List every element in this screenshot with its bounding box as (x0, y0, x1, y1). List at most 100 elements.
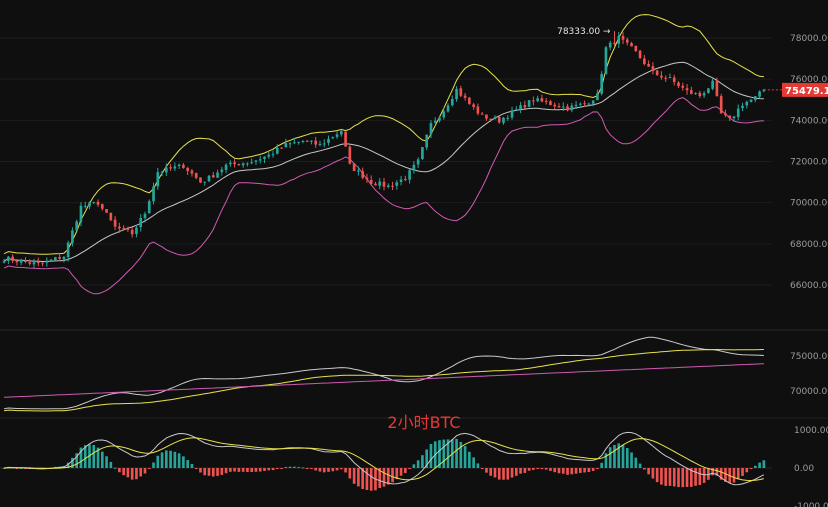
candle-body (374, 183, 377, 186)
macd-histogram-bar (570, 468, 574, 475)
candle-body (229, 162, 232, 165)
last-price-label: 75479.12 (785, 86, 828, 97)
macd-histogram-bar (96, 447, 100, 468)
candle-body (352, 163, 356, 171)
macd-histogram-bar (71, 457, 74, 468)
ma-fast-line (4, 336, 764, 410)
macd-histogram-bar (267, 468, 271, 471)
candle-body (75, 221, 79, 231)
candle-body (758, 91, 761, 97)
macd-dif-line (4, 431, 765, 486)
candle-body (463, 95, 467, 98)
candle-body (237, 164, 241, 166)
candle-body (745, 101, 749, 106)
macd-histogram-bar (182, 456, 185, 468)
candle-body (570, 105, 574, 111)
candle-body (49, 259, 53, 262)
macd-histogram-bar (318, 468, 322, 472)
candle-body (258, 159, 262, 161)
macd-histogram-bar (126, 468, 130, 478)
macd-histogram-bar (446, 439, 450, 468)
candle-body (715, 80, 719, 97)
ma-slow-line (4, 363, 764, 398)
macd-histogram-bar (442, 439, 446, 468)
price-tick-label: 72000.00 (790, 158, 828, 168)
macd-histogram-bar (604, 453, 608, 468)
macd-histogram-bar (681, 468, 685, 488)
macd-histogram-bar (24, 468, 27, 469)
macd-histogram-bar (186, 460, 189, 468)
macd-histogram-bar (357, 468, 360, 487)
candle-body (41, 262, 44, 264)
macd-histogram-bar (702, 468, 706, 483)
candle-body (664, 77, 668, 79)
candle-body (122, 228, 125, 230)
candle-body (241, 163, 245, 166)
macd-histogram-bar (596, 468, 599, 469)
candle-body (583, 103, 586, 105)
candle-body (480, 113, 484, 115)
price-tick-label: 68000.00 (790, 240, 828, 250)
macd-histogram-bar (438, 440, 441, 468)
macd-histogram-bar (497, 468, 501, 480)
candle-body (62, 256, 66, 260)
macd-histogram-bar (404, 468, 407, 474)
macd-histogram-bar (344, 468, 347, 473)
candle-body (736, 108, 740, 118)
candle-body (549, 101, 552, 106)
candle-body (677, 82, 680, 87)
candle-body (45, 260, 49, 263)
candle-body (638, 50, 642, 58)
macd-histogram-bar (549, 468, 552, 471)
macd-panel (0, 431, 772, 491)
macd-histogram-bar (493, 468, 497, 478)
price-tick-label: 70000.00 (790, 199, 828, 209)
macd-dea-line (4, 437, 765, 482)
macd-histogram-bar (386, 468, 390, 485)
candle-body (79, 205, 83, 222)
candle-body (506, 117, 510, 119)
candle-body (681, 85, 685, 88)
candle-body (220, 169, 224, 173)
candle-body (621, 35, 625, 40)
macd-histogram-bar (83, 445, 87, 468)
candle-body (54, 257, 57, 261)
macd-histogram-bar (459, 441, 463, 468)
candle-body (617, 35, 621, 44)
candle-body (305, 140, 309, 142)
ma-tick-label: 70000.00 (790, 387, 828, 397)
macd-histogram-bar (194, 468, 198, 469)
macd-histogram-bar (224, 468, 228, 474)
macd-histogram-bar (621, 444, 625, 468)
candle-body (613, 42, 616, 44)
candle-body (429, 123, 433, 135)
candle-body (514, 109, 518, 111)
macd-histogram-bar (237, 468, 241, 472)
macd-histogram-bar (395, 468, 399, 480)
candle-body (741, 105, 744, 109)
candle-body (335, 134, 339, 137)
candle-body (421, 147, 424, 160)
macd-histogram-bar (339, 468, 343, 470)
candle-body (314, 140, 318, 145)
macd-histogram-bar (625, 448, 629, 468)
macd-histogram-bar (156, 455, 160, 468)
candle-body (707, 88, 710, 93)
macd-histogram-bar (566, 468, 569, 475)
candle-body (438, 117, 441, 121)
candle-body (275, 148, 279, 154)
candle-body (271, 154, 275, 156)
candle-body (32, 262, 36, 265)
candle-body (668, 77, 672, 79)
candle-body (566, 106, 569, 111)
candle-body (527, 100, 531, 107)
candle-body (165, 167, 168, 173)
candle-body (28, 262, 32, 264)
candle-body (643, 58, 646, 65)
candle-body (596, 93, 599, 101)
candle-body (719, 96, 723, 114)
macd-histogram-bar (75, 453, 79, 468)
macd-histogram-bar (66, 462, 70, 468)
